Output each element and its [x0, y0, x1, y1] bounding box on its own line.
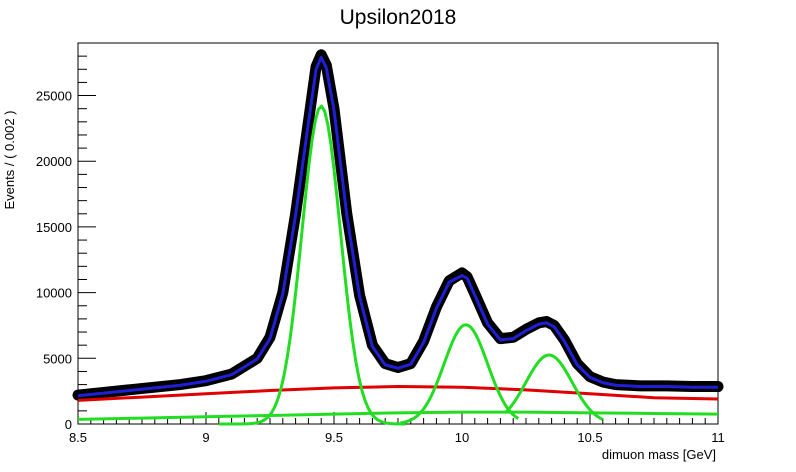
y-tick-label: 5000 [43, 351, 72, 366]
background-2-line [77, 410, 719, 421]
data-point [316, 49, 327, 60]
plot-area: 8.5 9 9.5 10 10.5 11 0 5000 10000 15000 20000 2500… [36, 42, 725, 445]
signal-3S-line [504, 353, 604, 421]
y-axis: 0 5000 10000 15000 20000 25000 [36, 42, 96, 432]
series-layer [72, 49, 724, 426]
y-tick-label: 15000 [36, 220, 72, 235]
x-tick-label: 10.5 [577, 430, 602, 445]
signal-2S-line [400, 323, 520, 425]
x-tick-label: 9 [202, 430, 209, 445]
x-tick-label: 9.5 [325, 430, 343, 445]
signal-1S-line [218, 104, 406, 426]
y-tick-label: 25000 [36, 89, 72, 104]
chart-title: Upsilon2018 [340, 6, 457, 29]
y-axis-label: Events / ( 0.002 ) [2, 111, 17, 210]
fit-total-line [77, 55, 718, 398]
x-tick-label: 11 [711, 430, 725, 445]
background-1-line [77, 385, 719, 402]
data-points-band [72, 49, 724, 401]
y-tick-label: 0 [65, 417, 72, 432]
y-tick-label: 20000 [36, 154, 72, 169]
x-axis-label: dimuon mass [GeV] [602, 447, 716, 462]
y-tick-label: 10000 [36, 286, 72, 301]
x-tick-label: 10 [455, 430, 469, 445]
x-tick-label: 8.5 [69, 430, 87, 445]
